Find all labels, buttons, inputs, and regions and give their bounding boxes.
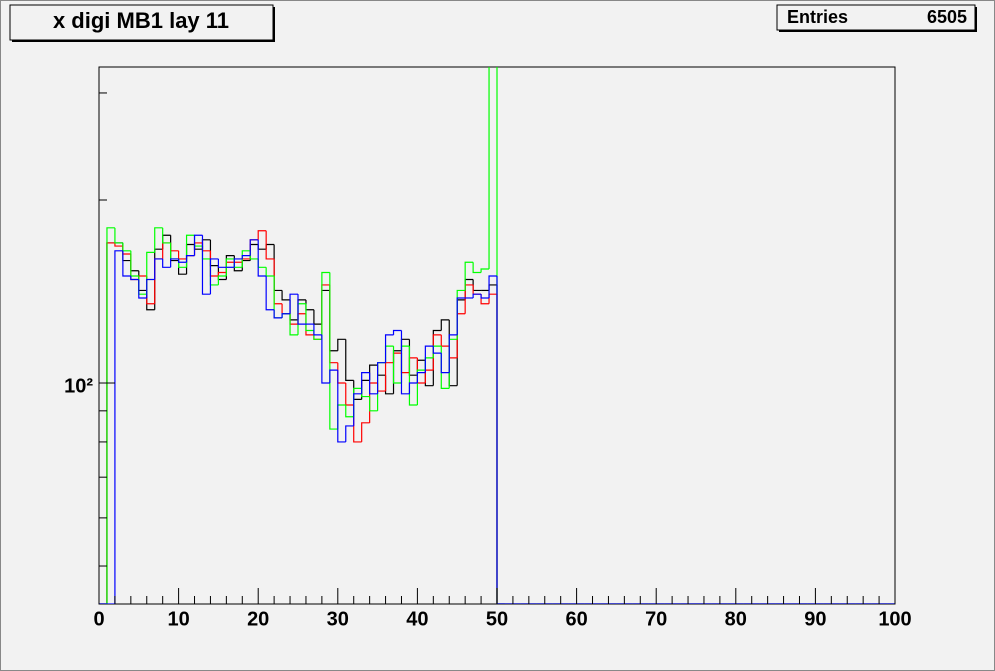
x-tick-label: 30	[327, 608, 349, 630]
x-tick-label: 10	[167, 608, 189, 630]
histogram-bin	[217, 271, 227, 276]
histogram-bin	[241, 250, 251, 268]
histogram-bin	[313, 324, 322, 336]
histogram-bin	[289, 313, 298, 336]
y-tick-label: 10²	[64, 375, 93, 397]
histogram-bin	[154, 227, 163, 253]
histogram-bin	[178, 258, 187, 263]
histogram-bin	[114, 242, 123, 247]
histogram-bin	[496, 67, 505, 604]
histogram-bin	[114, 227, 123, 244]
histogram-bin	[193, 234, 203, 256]
chart-title: x digi MB1 lay 11	[53, 8, 229, 33]
histogram-bin	[456, 297, 466, 335]
histogram-bin	[400, 330, 410, 395]
histogram-bin	[241, 255, 251, 259]
histogram-bin	[257, 239, 267, 277]
histogram-bin	[345, 339, 354, 381]
histogram-bin	[361, 372, 370, 394]
histogram-bin	[217, 275, 227, 285]
histogram-bin	[321, 271, 330, 340]
histogram-bin	[448, 334, 458, 373]
histogram-bin	[281, 290, 291, 301]
histogram-bin	[233, 258, 243, 268]
histogram-bin	[432, 346, 442, 354]
histogram-bin	[257, 230, 267, 240]
histogram-bin	[273, 309, 283, 319]
histogram-bin	[146, 278, 155, 298]
stats-value: 6505	[927, 7, 967, 27]
x-tick-label: 70	[645, 608, 667, 630]
histogram-bin	[225, 258, 235, 276]
histogram-bin	[329, 272, 338, 430]
histogram-bin	[361, 422, 370, 442]
histogram-bin	[249, 239, 259, 256]
histogram-bin	[496, 275, 505, 604]
histogram-bin	[408, 382, 418, 394]
histogram-bin	[392, 346, 402, 384]
histogram-bin	[321, 334, 330, 384]
x-tick-label: 60	[565, 608, 587, 630]
histogram-bin	[170, 258, 179, 268]
stats-label: Entries	[787, 7, 848, 27]
histogram-bin	[122, 250, 131, 277]
x-tick-label: 20	[247, 608, 269, 630]
histogram-bin	[114, 250, 123, 604]
histogram-bin	[416, 369, 426, 406]
histogram-bin	[329, 369, 338, 384]
histogram-bin	[472, 293, 482, 298]
histogram-bin	[345, 425, 354, 442]
histogram-bin	[408, 346, 418, 406]
histogram-bin	[297, 294, 306, 325]
histogram-bin	[488, 275, 497, 298]
histogram-bin	[185, 255, 195, 263]
histogram-bin	[265, 230, 275, 260]
histogram-bin	[217, 258, 227, 268]
histogram-bin	[424, 345, 434, 373]
histogram-bin	[464, 261, 474, 291]
stats-box	[776, 4, 976, 31]
histogram-bin	[488, 67, 490, 270]
histogram-bin	[472, 262, 482, 274]
histogram-bin	[353, 393, 362, 426]
histogram-bin	[162, 258, 171, 268]
x-tick-label: 90	[804, 608, 826, 630]
histogram-bin	[480, 294, 490, 299]
histogram-bin	[305, 303, 314, 332]
histogram-bin	[106, 227, 115, 604]
histogram-bin	[384, 334, 394, 363]
x-tick-label: 80	[725, 608, 747, 630]
histogram-bin	[337, 338, 346, 351]
histogram-bin	[345, 405, 354, 418]
histogram-bin	[162, 227, 171, 244]
histogram-bin	[337, 370, 346, 443]
histogram-bin	[440, 353, 450, 374]
histogram-bin	[281, 313, 291, 318]
histogram-bin	[416, 372, 426, 384]
title-box	[9, 4, 274, 41]
histograms	[99, 67, 895, 604]
histogram-bin	[392, 329, 402, 335]
histogram-bin	[369, 396, 378, 412]
x-tick-label: 100	[878, 608, 911, 630]
histogram-bin	[130, 275, 139, 281]
histogram-bin	[265, 275, 275, 311]
histogram-bin	[138, 279, 147, 299]
histogram-bin	[440, 319, 450, 331]
histogram-bin	[201, 235, 211, 295]
histogram-bin	[480, 268, 490, 273]
x-tick-label: 0	[93, 608, 104, 630]
histogram-bin	[377, 362, 386, 394]
histogram-bin	[369, 372, 378, 395]
histogram-bin	[154, 258, 163, 280]
histogram-bin	[289, 293, 298, 314]
histogram-bin	[209, 258, 219, 295]
x-tick-label: 40	[406, 608, 428, 630]
x-tick-label: 50	[486, 608, 508, 630]
